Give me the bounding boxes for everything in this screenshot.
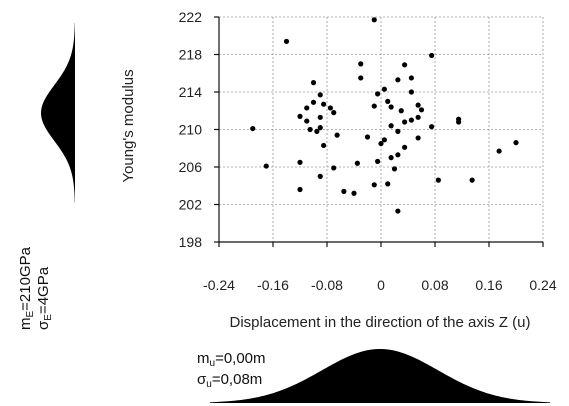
y-tick-label: 222 (179, 9, 203, 25)
data-point (317, 114, 323, 120)
data-point (351, 190, 357, 196)
data-point (310, 80, 317, 86)
data-point (402, 119, 408, 125)
x-tick-label: 0 (377, 277, 385, 293)
x-tick-label: 0.16 (475, 277, 502, 293)
data-point (385, 181, 391, 187)
data-point (415, 102, 421, 108)
data-point (317, 92, 323, 98)
youngs-modulus-distribution (41, 23, 75, 203)
data-point (408, 117, 414, 123)
data-point (398, 108, 404, 114)
data-point (358, 61, 364, 67)
x-tick-label: 0.24 (529, 277, 556, 293)
data-point (375, 158, 381, 164)
data-point (513, 140, 519, 146)
data-point (341, 188, 347, 194)
y-tick-label: 210 (179, 122, 203, 138)
y-tick-label: 198 (179, 234, 203, 250)
data-point (381, 137, 387, 143)
data-point (469, 177, 475, 183)
data-point (395, 152, 401, 158)
data-point (358, 75, 364, 81)
data-point (371, 17, 377, 23)
data-point (297, 113, 303, 119)
data-point (321, 142, 327, 149)
data-point (321, 101, 327, 107)
data-point (415, 135, 421, 141)
data-point (402, 62, 408, 68)
y-tick-label: 206 (179, 159, 203, 175)
y-tick-labels: 198 202 206 210 214 218 222 (179, 9, 219, 250)
data-point (435, 177, 441, 183)
data-point (317, 173, 323, 179)
scatter-plot: -0.24 -0.16 -0.08 0 0.08 0.16 0.24 198 202 206 21… (179, 9, 557, 293)
data-point (304, 118, 310, 124)
y-tick-label: 218 (179, 47, 203, 63)
data-point (388, 123, 394, 129)
data-point (375, 91, 381, 97)
data-point (456, 119, 462, 125)
data-point (388, 104, 394, 110)
data-point (297, 159, 303, 165)
data-point (415, 114, 421, 120)
data-point (304, 105, 310, 111)
x-tick-label: 0.08 (421, 277, 448, 293)
data-point (371, 182, 377, 188)
data-point (250, 125, 256, 132)
data-point (297, 186, 303, 193)
data-point (331, 110, 337, 116)
data-point (429, 52, 435, 59)
grid (219, 16, 544, 242)
data-point (378, 140, 384, 147)
data-point (283, 38, 290, 44)
data-point (408, 89, 414, 95)
displacement-mean-label: mu=0,00m (197, 350, 266, 369)
data-point (371, 103, 377, 109)
displacement-distribution-labels: mu=0,00m σu=0,08m (197, 350, 266, 390)
data-point (402, 144, 408, 150)
x-tick-label: -0.24 (203, 277, 235, 293)
data-point (388, 155, 394, 161)
data-points (250, 17, 519, 214)
data-point (317, 125, 323, 131)
data-point (314, 128, 320, 134)
data-point (307, 126, 313, 133)
data-point (263, 163, 269, 169)
data-point (310, 99, 317, 105)
data-point (381, 86, 387, 92)
data-point (354, 160, 360, 166)
data-point (395, 208, 401, 214)
data-point (364, 134, 371, 140)
youngs-modulus-sigma-label: σE=4GPa (35, 266, 54, 330)
data-point (334, 132, 340, 138)
data-point (395, 77, 401, 83)
data-point (496, 148, 502, 154)
data-point (331, 165, 337, 171)
data-point (408, 75, 414, 81)
displacement-distribution (210, 349, 550, 403)
displacement-sigma-label: σu=0,08m (197, 371, 262, 390)
data-point (391, 166, 398, 172)
youngs-modulus-distribution-labels: mE=210GPa σE=4GPa (17, 246, 54, 330)
x-axis-label: Displacement in the direction of the axi… (230, 314, 531, 331)
data-point (385, 98, 391, 104)
youngs-modulus-mean-label: mE=210GPa (17, 246, 36, 330)
x-tick-labels: -0.24 -0.16 -0.08 0 0.08 0.16 0.24 (203, 242, 557, 293)
data-point (327, 105, 333, 111)
y-tick-label: 202 (179, 197, 203, 213)
y-tick-label: 214 (179, 84, 203, 100)
data-point (395, 128, 401, 134)
data-point (429, 124, 435, 130)
x-tick-label: -0.16 (257, 277, 289, 293)
y-axis-label: Young's modulus (120, 69, 137, 182)
x-tick-label: -0.08 (311, 277, 343, 293)
data-point (418, 107, 425, 113)
